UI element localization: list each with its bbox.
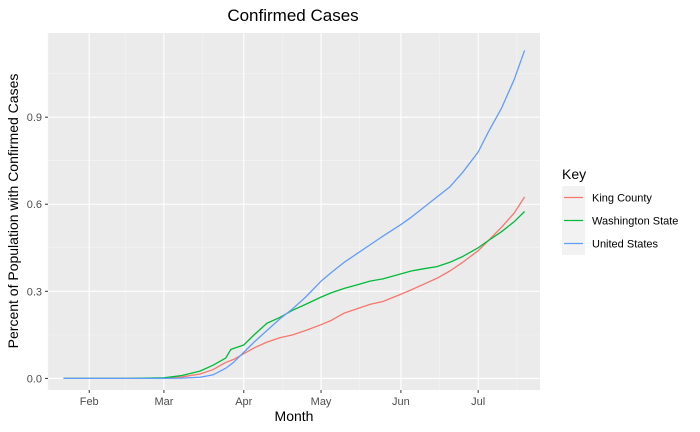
series-line-united-states <box>63 50 526 380</box>
y-axis-title: Percent of Population with Confirmed Cas… <box>5 74 21 349</box>
x-tick-label: Jun <box>392 396 410 408</box>
x-axis: Feb Mar Apr May Jun Jul <box>80 390 485 408</box>
chart-title: Confirmed Cases <box>227 6 358 25</box>
legend-label: King County <box>592 193 652 205</box>
x-tick-label: Mar <box>154 396 173 408</box>
y-tick-label: 0.6 <box>27 199 42 211</box>
plot-panel <box>48 33 540 390</box>
x-tick-label: Feb <box>80 396 99 408</box>
x-axis-title: Month <box>275 408 314 424</box>
y-tick-label: 0.9 <box>27 112 42 124</box>
y-axis: 0.0 0.3 0.6 0.9 <box>27 112 48 385</box>
minor-gridlines <box>47 33 540 390</box>
x-tick-label: Apr <box>235 396 252 408</box>
legend: Key King County Washington State United St… <box>562 166 678 255</box>
major-gridlines <box>48 33 540 390</box>
series-line-washington-state <box>63 211 525 380</box>
legend-label: United States <box>592 239 659 251</box>
legend-title: Key <box>562 166 586 182</box>
series-lines <box>63 50 526 380</box>
y-tick-label: 0.0 <box>27 373 42 385</box>
x-tick-label: Jul <box>471 396 485 408</box>
x-tick-label: May <box>311 396 332 408</box>
legend-label: Washington State <box>592 216 678 228</box>
y-tick-label: 0.3 <box>27 286 42 298</box>
series-line-king-county <box>63 196 526 380</box>
